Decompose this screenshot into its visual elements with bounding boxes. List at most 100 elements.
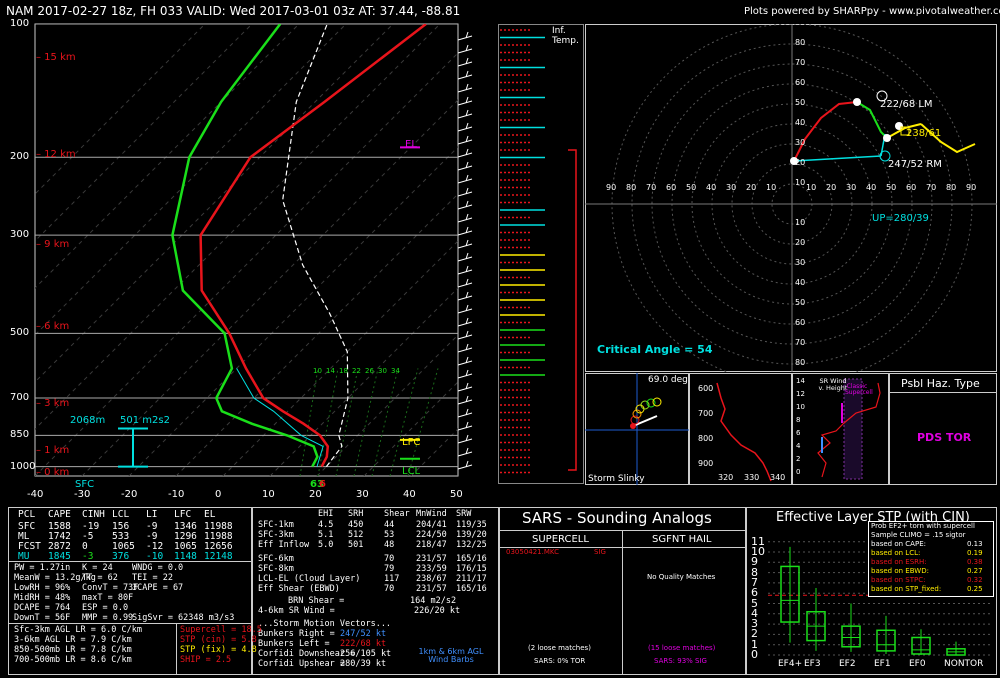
stp-cat: EF1 [874, 659, 891, 669]
km-label: – 3 km [36, 398, 70, 409]
parcel-trace [282, 24, 349, 467]
temp-tick: 10 [262, 489, 275, 500]
stp-prob-value: 0.38 [967, 558, 983, 566]
wind-barb [457, 35, 473, 41]
sr-wind-plot [817, 378, 881, 480]
stp-ytick: 2 [751, 627, 758, 641]
isotherm [128, 146, 458, 476]
parcel-cell: 1148 [174, 551, 197, 562]
parcel-cell: -9 [146, 521, 158, 532]
hodo-km-dot [853, 98, 861, 106]
parcel-cell: 1296 [174, 531, 197, 542]
wind-barb [457, 295, 473, 301]
hodo-seg-yellow [886, 123, 922, 139]
hodo-x-tick: 90 [966, 183, 977, 192]
km-label: – 1 km [36, 445, 70, 456]
theta-xtick: 340 [770, 473, 786, 482]
kin-cell: 5.1 [318, 530, 334, 540]
hodo-ring-label: 10 [795, 178, 806, 187]
stp-box [911, 636, 931, 655]
kin-cell: 4.5 [318, 520, 334, 530]
wind-barb-flag [465, 239, 469, 247]
index-cell: 3CAPE = 67 [132, 583, 184, 593]
hodo-km-dot [790, 157, 798, 165]
mixing-label: 10 [313, 367, 322, 375]
isotherm [81, 99, 458, 476]
wind-barb-flag [465, 174, 469, 182]
mixing-line [335, 368, 359, 476]
stp-ytick: 6 [751, 586, 758, 600]
wind-barb [457, 48, 473, 54]
parcel-cell: FCST [18, 541, 41, 552]
hodo-ring-label: 70 [795, 338, 806, 347]
kin-cell: 79 [384, 564, 395, 574]
stp-ytick: 10 [751, 545, 765, 558]
kin-row-label: LCL-EL (Cloud Layer) [258, 574, 361, 584]
skewt-plot [34, 23, 577, 477]
mixing-label: 30 [378, 367, 387, 375]
lapse-rate: 3-6km AGL LR = 7.9 C/km [14, 635, 132, 645]
hodo-mean-label: 238/61 [906, 128, 942, 139]
srwind-title: SR Wind v. Height [818, 377, 848, 392]
parcel-cell: 1346 [174, 521, 197, 532]
hodo-x-tick: 40 [866, 183, 877, 192]
kin-cell: 139/20 [456, 530, 487, 540]
lapse-rate: 700-500mb LR = 8.6 C/km [14, 655, 132, 665]
kin-cell: 165/16 [456, 584, 487, 594]
wind-barb-flag [465, 265, 469, 273]
km-label: – 6 km [36, 321, 70, 332]
mixing-line [299, 368, 319, 476]
hodo-x-tick: 80 [626, 183, 637, 192]
wind-barb-flag [465, 278, 469, 286]
wind-barb [457, 282, 473, 288]
hodo-x-tick: 30 [726, 183, 737, 192]
hodo-x-tick: 50 [886, 183, 897, 192]
wind-barb-flag [465, 213, 469, 221]
parcel-cell: -5 [82, 531, 94, 542]
isotherm [222, 240, 458, 476]
inf-temp-bars [500, 29, 545, 474]
sars-match[interactable]: 03050421.MKC [506, 548, 559, 556]
parcel-cell: 1742 [48, 531, 71, 542]
isotherm [35, 24, 441, 430]
stp-cat: EF3 [804, 659, 821, 669]
wind-barb-flag [465, 57, 469, 65]
wind-barb [457, 451, 473, 457]
inflow-height-label: 2068m [70, 415, 106, 426]
index-cell: MMP = 0.99 [82, 613, 134, 623]
parcel-head: PCL [18, 509, 36, 520]
wind-barb [457, 204, 473, 210]
kin-cell: 48 [384, 540, 395, 550]
isotherm [269, 287, 458, 476]
wind-barb-flag [465, 135, 469, 143]
parcel-cell: 12656 [204, 541, 233, 552]
isotherm [175, 193, 458, 476]
hodo-x-tick: 60 [906, 183, 917, 192]
index-cell: SigSvr = 62348 m3/s3 [132, 613, 235, 623]
sars-supercell-head: SUPERCELL [532, 534, 589, 545]
index-cell: ConvT = 73F [82, 583, 139, 593]
wind-barb [457, 113, 473, 119]
motion-value: 247/52 kt [340, 629, 387, 639]
hodo-ring-label: 60 [795, 318, 806, 327]
sfc-dew-label: 63 [310, 479, 324, 490]
hodo-lm-label: 222/68 LM [880, 99, 933, 110]
kin-cell: 70 [384, 584, 395, 594]
stp-prob-box: Prob EF2+ torn with supercell Sample CLI… [868, 521, 994, 597]
pressure-tick: 700 [10, 392, 30, 404]
hodo-x-tick: 50 [686, 183, 697, 192]
wind-barb-flag [465, 96, 469, 104]
hodo-ring-label: 60 [795, 78, 806, 87]
wind-barb-flag [465, 356, 469, 364]
hodo-ring-label: 50 [795, 298, 806, 307]
hodo-ring-label: 30 [795, 258, 806, 267]
wind-barb [457, 321, 473, 327]
stp-cat: EF2 [839, 659, 856, 669]
temp-tick: 0 [215, 489, 222, 500]
kin-row-label: Eff Shear (EBWD) [258, 584, 340, 594]
kin-row-label: SFC-3km [258, 530, 294, 540]
wind-barb [457, 178, 473, 184]
kin-row-label: SFC-1km [258, 520, 294, 530]
kin-cell: 204/41 [416, 520, 447, 530]
sars-loose1: (2 loose matches) [528, 644, 591, 652]
